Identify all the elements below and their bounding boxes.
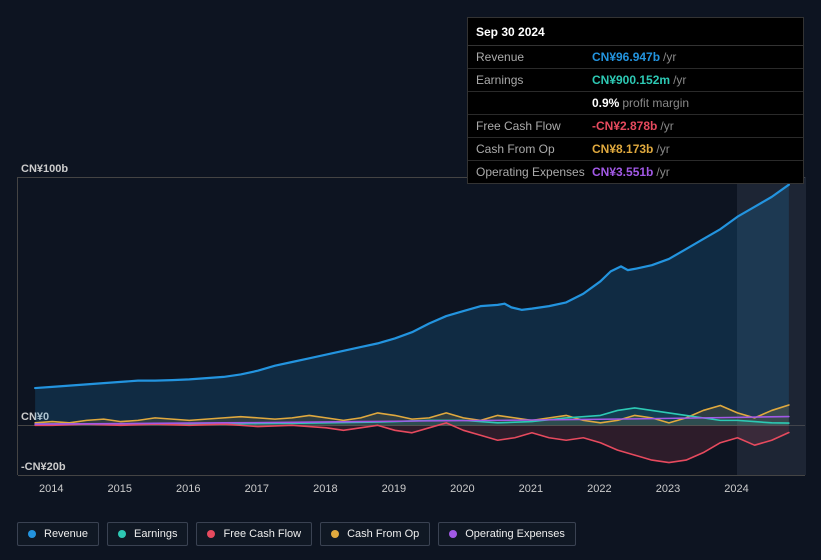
data-tooltip: Sep 30 2024 RevenueCN¥96.947b/yrEarnings… [467, 17, 804, 184]
tooltip-date: Sep 30 2024 [468, 18, 803, 46]
tooltip-metric-label: Cash From Op [476, 142, 592, 156]
x-axis-label: 2021 [519, 483, 543, 495]
tooltip-row: Free Cash Flow-CN¥2.878b/yr [468, 115, 803, 138]
legend-label: Revenue [44, 528, 88, 540]
x-axis-label: 2017 [245, 483, 269, 495]
legend-label: Earnings [134, 528, 177, 540]
chart-area: CN¥100bCN¥0-CN¥20b 201420152016201720182… [17, 155, 805, 500]
tooltip-row: RevenueCN¥96.947b/yr [468, 46, 803, 69]
legend-label: Cash From Op [347, 528, 419, 540]
tooltip-metric-label: Earnings [476, 73, 592, 87]
legend-item[interactable]: Cash From Op [320, 522, 430, 546]
legend-swatch [118, 530, 126, 538]
chart-lines [18, 177, 805, 475]
legend-swatch [449, 530, 457, 538]
y-axis-label: CN¥100b [21, 163, 68, 175]
tooltip-metric-suffix: /yr [663, 50, 676, 64]
tooltip-metric-suffix: profit margin [622, 96, 689, 110]
legend-swatch [207, 530, 215, 538]
tooltip-metric-value: 0.9% [592, 96, 619, 110]
tooltip-row: 0.9%profit margin [468, 92, 803, 115]
tooltip-metric-label: Free Cash Flow [476, 119, 592, 133]
x-axis-label: 2019 [382, 483, 406, 495]
tooltip-metric-value: CN¥96.947b [592, 50, 660, 64]
tooltip-metric-label: Operating Expenses [476, 165, 592, 179]
x-axis-label: 2016 [176, 483, 200, 495]
tooltip-row: Operating ExpensesCN¥3.551b/yr [468, 161, 803, 183]
legend-swatch [331, 530, 339, 538]
legend-item[interactable]: Earnings [107, 522, 188, 546]
tooltip-metric-value: CN¥8.173b [592, 142, 653, 156]
x-axis-labels: 2014 2015 2016 2017 2018 2019 2020 2021 2022 2023… [17, 483, 805, 499]
x-axis-label: 2014 [39, 483, 63, 495]
plot-area[interactable] [17, 177, 805, 475]
tooltip-metric-suffix: /yr [656, 165, 669, 179]
series-area [35, 423, 789, 463]
x-axis-label: 2020 [450, 483, 474, 495]
tooltip-metric-value: CN¥3.551b [592, 165, 653, 179]
tooltip-metric-label: Revenue [476, 50, 592, 64]
x-axis-label: 2015 [108, 483, 132, 495]
legend-label: Operating Expenses [465, 528, 565, 540]
x-axis-label: 2024 [724, 483, 748, 495]
series-area [35, 185, 789, 426]
legend-item[interactable]: Operating Expenses [438, 522, 576, 546]
tooltip-metric-suffix: /yr [656, 142, 669, 156]
tooltip-row: EarningsCN¥900.152m/yr [468, 69, 803, 92]
x-axis-label: 2022 [587, 483, 611, 495]
legend-item[interactable]: Free Cash Flow [196, 522, 312, 546]
tooltip-row: Cash From OpCN¥8.173b/yr [468, 138, 803, 161]
tooltip-metric-value: -CN¥2.878b [592, 119, 657, 133]
x-axis-label: 2018 [313, 483, 337, 495]
x-axis-label: 2023 [656, 483, 680, 495]
legend-item[interactable]: Revenue [17, 522, 99, 546]
legend-label: Free Cash Flow [223, 528, 301, 540]
tooltip-metric-suffix: /yr [673, 73, 686, 87]
legend-swatch [28, 530, 36, 538]
tooltip-metric-suffix: /yr [660, 119, 673, 133]
grid-line [18, 475, 805, 476]
tooltip-metric-value: CN¥900.152m [592, 73, 670, 87]
legend: Revenue Earnings Free Cash Flow Cash From O… [17, 522, 576, 546]
